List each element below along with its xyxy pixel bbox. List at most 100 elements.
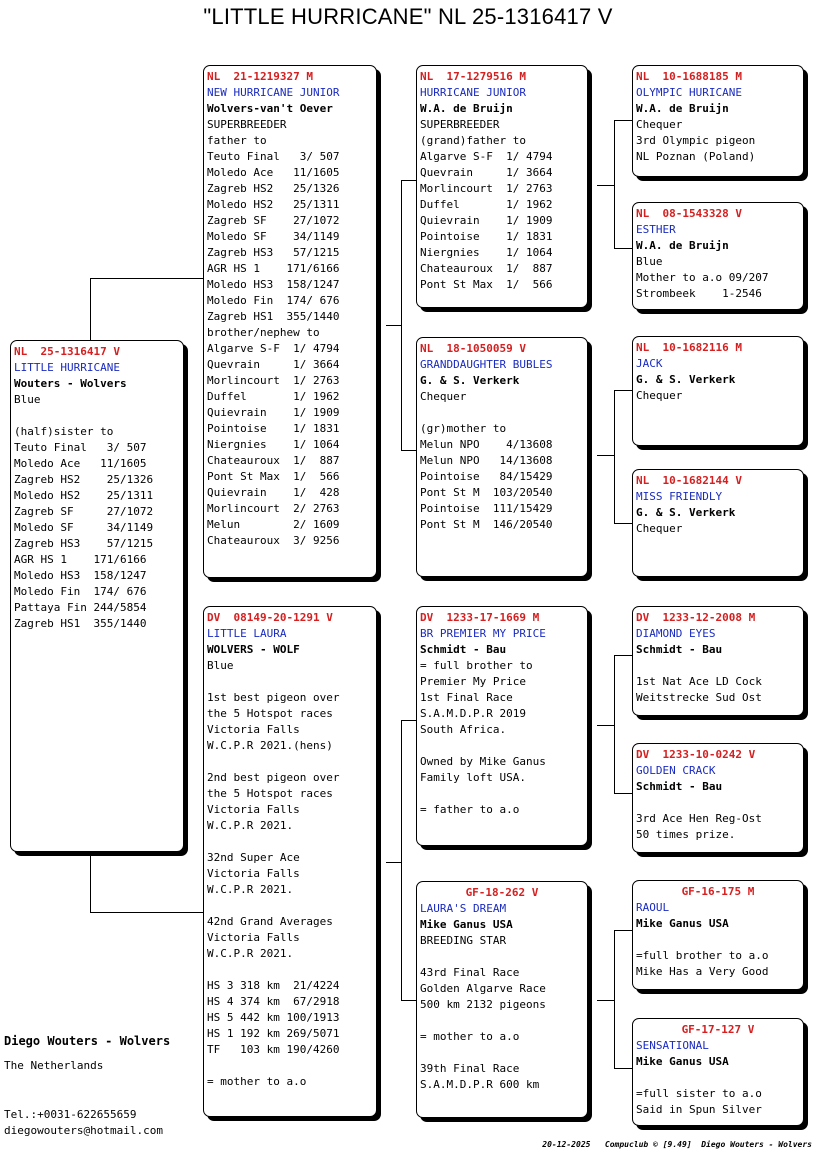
info-line <box>207 898 373 914</box>
maternal-grandmother-card[interactable]: GF-18-262 V LAURA'S DREAM Mike Ganus USA BR… <box>416 881 588 1118</box>
owner-name: Mike Ganus USA <box>636 917 729 930</box>
owner-name: Mike Ganus USA <box>420 918 513 931</box>
ggp-fmf-card[interactable]: NL 10-1682116 M JACK G. & S. Verkerk Cheque… <box>632 336 804 446</box>
pigeon-name: JACK <box>636 357 663 370</box>
info-line: Golden Algarve Race <box>420 982 546 995</box>
pigeon-name: OLYMPIC HURICANE <box>636 86 742 99</box>
breeder-phone: Tel.:+0031-622655659 <box>4 1108 137 1121</box>
pigeon-name: RAOUL <box>636 901 670 914</box>
info-line: Algarve S-F 1/ 4794 <box>207 342 340 355</box>
info-line: 42nd Grand Averages <box>207 915 333 928</box>
connector <box>401 180 402 450</box>
connector <box>614 1068 633 1069</box>
info-line: BREEDING STAR <box>420 934 507 947</box>
info-line: 1st Final Race <box>420 691 513 704</box>
info-line: Blue <box>14 393 41 406</box>
info-line: Chequer <box>636 118 683 131</box>
owner-name: Schmidt - Bau <box>636 780 723 793</box>
subject-card[interactable]: NL 25-1316417 V LITTLE HURRICANE Wouters -… <box>10 340 184 852</box>
connector <box>90 850 91 912</box>
info-line: father to <box>207 134 267 147</box>
info-line: 500 km 2132 pigeons <box>420 998 546 1011</box>
ring-number: NL 17-1279516 M <box>420 70 526 83</box>
info-line: Pont St Max 1/ 566 <box>207 470 340 483</box>
ring-number: NL 10-1682116 M <box>636 341 742 354</box>
info-line <box>420 1045 584 1061</box>
info-line: Chequer <box>636 522 683 535</box>
info-line: Chequer <box>636 389 683 402</box>
info-line: (half)sister to <box>14 425 114 438</box>
info-line: W.C.P.R 2021. <box>207 883 294 896</box>
info-line: Mother to a.o 09/207 <box>636 271 769 284</box>
info-line <box>207 834 373 850</box>
info-line: SUPERBREEDER <box>207 118 287 131</box>
info-line <box>420 738 584 754</box>
info-line: Chateauroux 1/ 887 <box>207 454 340 467</box>
connector <box>614 655 633 656</box>
connector <box>614 390 615 523</box>
ring-number: GF-18-262 V <box>465 886 539 899</box>
ggp-fff-card[interactable]: NL 10-1688185 M OLYMPIC HURICANE W.A. de B… <box>632 65 804 177</box>
info-line: Moledo HS2 25/1311 <box>14 489 154 502</box>
info-line: Victoria Falls <box>207 931 300 944</box>
info-line: Morlincourt 2/ 2763 <box>207 502 340 515</box>
info-line: Pont St M 146/20540 <box>420 518 553 531</box>
info-line <box>420 405 584 421</box>
ring-number: GF-17-127 V <box>681 1023 755 1036</box>
ggp-mmm-card[interactable]: GF-17-127 V SENSATIONAL Mike Ganus USA =ful… <box>632 1018 804 1126</box>
info-line: Melun NPO 14/13608 <box>420 454 553 467</box>
info-line: Chateauroux 3/ 9256 <box>207 534 340 547</box>
info-line: Strombeek 1-2546 <box>636 287 762 300</box>
info-line <box>207 754 373 770</box>
info-line: HS 4 374 km 67/2918 <box>207 995 340 1008</box>
info-line: Algarve S-F 1/ 4794 <box>420 150 553 163</box>
paternal-grandfather-card[interactable]: NL 17-1279516 M HURRICANE JUNIOR W.A. de B… <box>416 65 588 308</box>
info-line: Melun NPO 4/13608 <box>420 438 553 451</box>
info-line: = full brother to <box>420 659 533 672</box>
connector <box>90 912 204 913</box>
ggp-mfm-card[interactable]: DV 1233-10-0242 V GOLDEN CRACK Schmidt - B… <box>632 743 804 853</box>
info-line: Victoria Falls <box>207 723 300 736</box>
owner-name: Mike Ganus USA <box>636 1055 729 1068</box>
owner-name: Schmidt - Bau <box>636 643 723 656</box>
owner-name: G. & S. Verkerk <box>636 373 736 386</box>
pigeon-name: LAURA'S DREAM <box>420 902 507 915</box>
info-line: Pointoise 1/ 1831 <box>207 422 340 435</box>
ring-number: NL 25-1316417 V <box>14 345 120 358</box>
info-line: W.C.P.R 2021. <box>207 819 294 832</box>
info-line: = mother to a.o <box>420 1030 520 1043</box>
paternal-grandmother-card[interactable]: NL 18-1050059 V GRANDDAUGHTER BUBLES G. & … <box>416 337 588 577</box>
ring-number: NL 21-1219327 M <box>207 70 313 83</box>
info-line: Pointoise 1/ 1831 <box>420 230 553 243</box>
info-line: Moledo Fin 174/ 676 <box>207 294 340 307</box>
info-line: Zagreb HS3 57/1215 <box>207 246 340 259</box>
ggp-mff-card[interactable]: DV 1233-12-2008 M DIAMOND EYES Schmidt - B… <box>632 606 804 716</box>
info-line: 3rd Ace Hen Reg-Ost <box>636 812 762 825</box>
ggp-mmf-card[interactable]: GF-16-175 M RAOUL Mike Ganus USA =full brot… <box>632 880 804 990</box>
info-line: Pattaya Fin 244/5854 <box>14 601 147 614</box>
info-line: 50 times prize. <box>636 828 736 841</box>
maternal-grandfather-card[interactable]: DV 1233-17-1669 M BR PREMIER MY PRICE Schm… <box>416 606 588 846</box>
info-line: Chequer <box>420 390 467 403</box>
pigeon-name: SENSATIONAL <box>636 1039 709 1052</box>
mother-card[interactable]: DV 08149-20-1291 V LITTLE LAURA WOLVERS - … <box>203 606 377 1117</box>
info-line: Zagreb HS1 355/1440 <box>207 310 340 323</box>
owner-name: G. & S. Verkerk <box>420 374 520 387</box>
father-card[interactable]: NL 21-1219327 M NEW HURRICANE JUNIOR Wolve… <box>203 65 377 578</box>
connector <box>401 180 417 181</box>
info-line: NL Poznan (Poland) <box>636 150 756 163</box>
ring-number: NL 10-1688185 M <box>636 70 742 83</box>
owner-name: WOLVERS - WOLF <box>207 643 300 656</box>
ggp-fmm-card[interactable]: NL 10-1682144 V MISS FRIENDLY G. & S. Verk… <box>632 469 804 577</box>
info-line: Family loft USA. <box>420 771 526 784</box>
info-line: W.C.P.R 2021. <box>207 947 294 960</box>
info-line: Zagreb HS3 57/1215 <box>14 537 154 550</box>
owner-name: Schmidt - Bau <box>420 643 507 656</box>
connector <box>614 120 615 248</box>
info-line: = mother to a.o <box>207 1075 307 1088</box>
ggp-ffm-card[interactable]: NL 08-1543328 V ESTHER W.A. de Bruijn Blue M… <box>632 202 804 310</box>
info-line <box>420 949 584 965</box>
info-line: Moledo Fin 174/ 676 <box>14 585 147 598</box>
info-line: AGR HS 1 171/6166 <box>14 553 147 566</box>
info-line: = father to a.o <box>420 803 520 816</box>
